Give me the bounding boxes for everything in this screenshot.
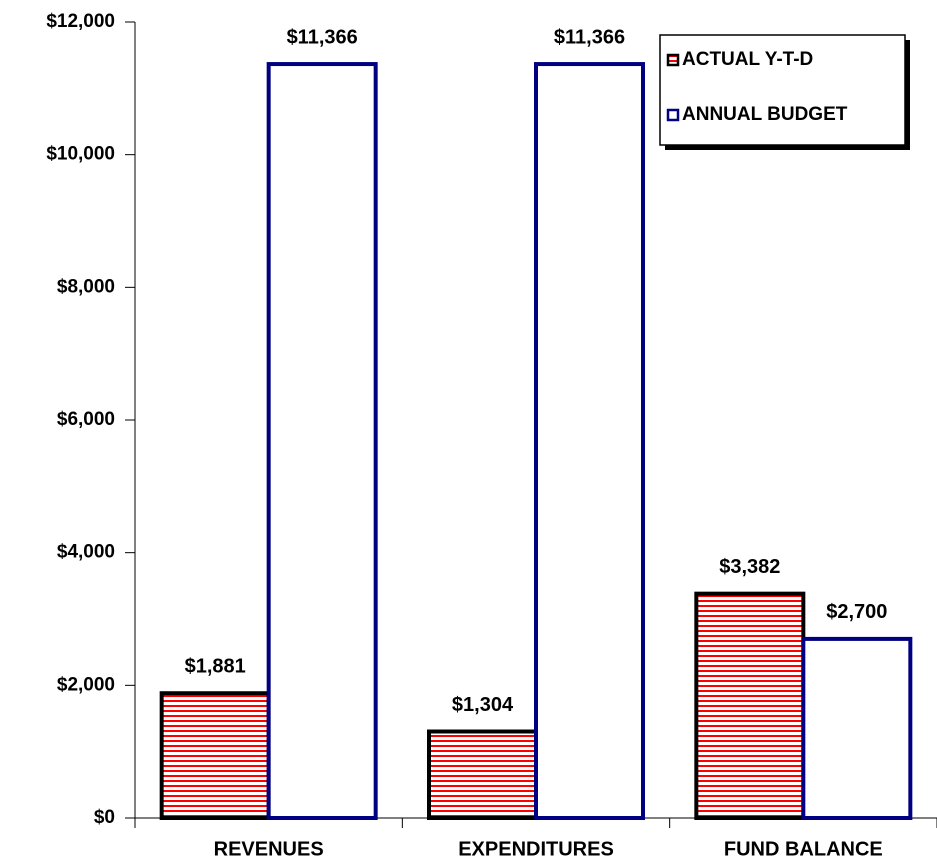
bar	[266, 62, 378, 820]
bar	[427, 729, 538, 821]
y-tick-label: $4,000	[57, 542, 115, 563]
y-tick-label: $12,000	[46, 11, 115, 32]
legend-label: ACTUAL Y-T-D	[682, 49, 813, 70]
y-tick-label: $6,000	[57, 409, 115, 430]
value-label: $2,700	[826, 601, 887, 623]
x-tick-label: REVENUES	[214, 838, 324, 860]
value-label: $11,366	[287, 26, 358, 48]
legend	[659, 34, 906, 146]
y-tick-label: $2,000	[57, 674, 115, 695]
x-tick-label: FUND BALANCE	[724, 838, 883, 860]
bar	[159, 691, 271, 820]
y-tick-label: $10,000	[46, 144, 115, 165]
value-label: $3,382	[719, 556, 780, 578]
legend-swatch	[666, 53, 680, 67]
bar	[801, 636, 913, 821]
y-tick-label: $8,000	[57, 276, 115, 297]
value-label: $1,881	[185, 656, 246, 678]
value-label: $1,304	[452, 694, 514, 716]
bar	[694, 591, 806, 820]
legend-swatch	[666, 108, 680, 122]
x-tick-label: EXPENDITURES	[458, 838, 614, 860]
value-label: $11,366	[554, 26, 625, 48]
legend-label: ANNUAL BUDGET	[682, 104, 848, 125]
y-tick-label: $0	[94, 807, 115, 828]
bar	[534, 62, 645, 820]
